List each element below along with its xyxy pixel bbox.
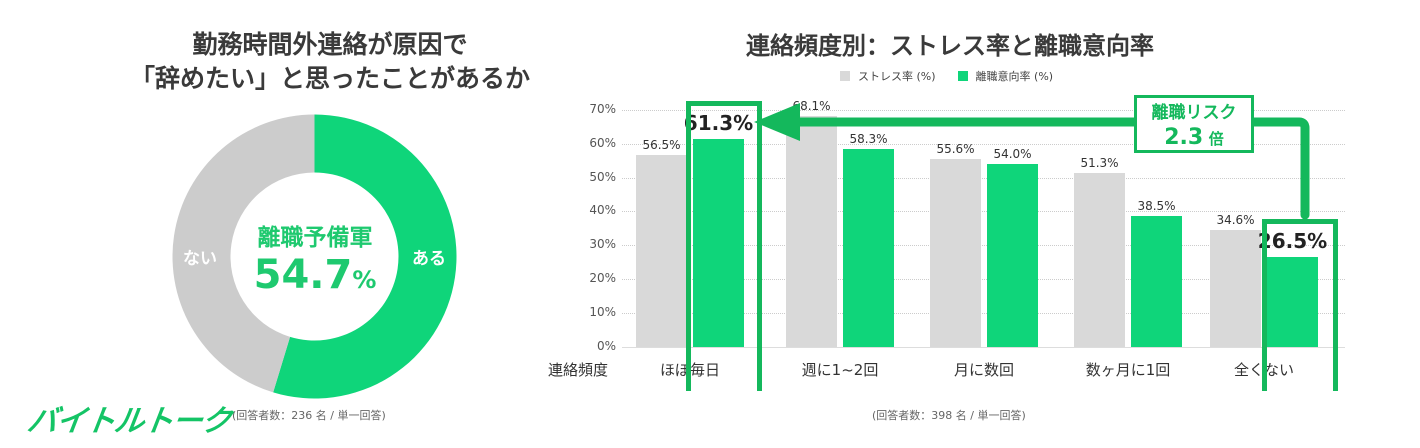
- x-category-label: 数ヶ月に1回: [1085, 361, 1171, 379]
- callout-unit: 倍: [1208, 130, 1224, 148]
- risk-arrow-icon: [754, 103, 1310, 220]
- risk-callout: 離職リスク 2.3 倍: [1134, 95, 1254, 153]
- bar-stress: [930, 158, 981, 347]
- bar-stress: [636, 155, 687, 347]
- callout-value: 2.3 倍: [1137, 126, 1251, 151]
- right-note: (回答者数：398 名 / 単一回答): [872, 409, 1026, 422]
- gridline: [622, 211, 1345, 213]
- donut-chart: [172, 114, 457, 399]
- center-value-number: 54.7: [253, 252, 353, 298]
- value-label: 51.3%: [1080, 156, 1119, 171]
- title-line-2: 「辞めたい」と思ったことがあるか: [129, 64, 530, 93]
- value-label: 61.3%: [683, 111, 754, 136]
- value-label: 56.5%: [642, 138, 681, 153]
- donut-center-value: 54.7%: [235, 252, 395, 298]
- callout-number: 2.3: [1164, 125, 1204, 150]
- donut-chart-title: 勤務時間外連絡が原因で 「辞めたい」と思ったことがあるか: [120, 28, 540, 96]
- donut-svg: [172, 114, 457, 399]
- x-category-label: 週に1~2回: [801, 361, 879, 379]
- bar-turnover: [693, 139, 744, 347]
- donut-label-yes: ある: [412, 249, 446, 269]
- legend: ストレス率 (%) 離職意向率 (%): [840, 68, 1053, 84]
- gridline: [622, 347, 1345, 348]
- y-tick-label: 50%: [589, 169, 616, 184]
- legend-label-stress: ストレス率 (%): [858, 70, 936, 83]
- gridline: [622, 143, 1345, 145]
- x-category-label: 月に数回: [953, 361, 1014, 379]
- gridline: [622, 313, 1345, 315]
- y-tick-label: 0%: [596, 339, 616, 353]
- gridline: [622, 177, 1345, 179]
- value-label: 54.0%: [993, 146, 1032, 161]
- value-label: 38.5%: [1137, 199, 1176, 214]
- gridline: [622, 245, 1345, 247]
- bar-turnover: [1131, 216, 1182, 347]
- bar-stress: [786, 116, 837, 347]
- value-label: 58.3%: [849, 132, 888, 147]
- value-label: 26.5%: [1257, 229, 1328, 254]
- value-label: 55.6%: [936, 141, 975, 156]
- gridline: [622, 279, 1345, 281]
- donut-center-label: 離職予備軍: [257, 225, 373, 251]
- highlight-box-never: [1262, 219, 1338, 391]
- bar-turnover: [1267, 257, 1318, 347]
- legend-label-turnover: 離職意向率 (%): [975, 70, 1054, 83]
- legend-item-stress: ストレス率 (%): [840, 68, 936, 84]
- bar-chart-title: 連絡頻度別：ストレス率と離職意向率: [746, 32, 1154, 60]
- y-tick-label: 70%: [589, 101, 616, 116]
- title-line-1: 勤務時間外連絡が原因で: [192, 30, 468, 59]
- bar-turnover: [843, 149, 894, 347]
- legend-swatch-green: [957, 71, 968, 81]
- value-label: 68.1%: [792, 99, 831, 114]
- y-tick-label: 30%: [589, 237, 616, 252]
- bar-turnover: [987, 163, 1038, 347]
- legend-swatch-gray: [840, 71, 850, 81]
- donut-label-no: ない: [183, 249, 217, 269]
- y-tick-label: 10%: [589, 305, 616, 320]
- gridline: [622, 109, 1345, 111]
- donut-segment: [172, 114, 315, 393]
- callout-label: 離職リスク: [1151, 103, 1237, 123]
- value-label: 34.6%: [1216, 212, 1255, 227]
- donut-segment: [273, 114, 457, 399]
- y-tick-label: 20%: [589, 271, 616, 286]
- center-value-unit: %: [352, 266, 377, 294]
- legend-item-turnover: 離職意向率 (%): [957, 68, 1054, 84]
- highlight-box-daily: [686, 101, 762, 391]
- bar-stress: [1210, 229, 1261, 347]
- x-axis-title: 連絡頻度: [548, 361, 609, 379]
- y-tick-label: 40%: [589, 203, 616, 218]
- y-tick-label: 60%: [589, 135, 616, 150]
- bar-stress: [1074, 173, 1125, 347]
- left-note: (回答者数：236 名 / 単一回答): [232, 409, 386, 422]
